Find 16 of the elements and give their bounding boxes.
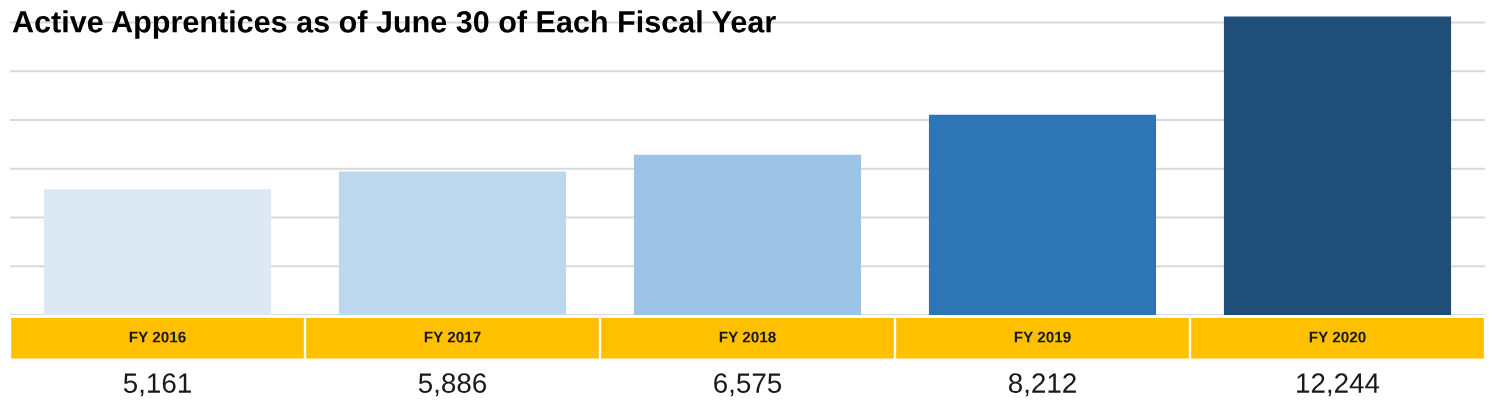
chart-title: Active Apprentices as of June 30 of Each Fiscal Year	[12, 10, 776, 39]
bar	[43, 189, 272, 315]
data-label: 6,575	[714, 373, 782, 397]
bar	[633, 154, 862, 315]
bar	[338, 171, 567, 315]
x-tick-label: FY 2018	[719, 331, 776, 343]
data-label: 5,161	[123, 373, 191, 397]
data-label: 12,244	[1297, 373, 1380, 397]
bar	[1223, 16, 1452, 315]
x-tick-label: FY 2016	[129, 331, 186, 343]
bar	[928, 114, 1157, 315]
data-label: 5,886	[418, 373, 487, 397]
data-label: 8,212	[1008, 373, 1076, 397]
x-tick-label: FY 2019	[1014, 331, 1071, 343]
x-tick-label: FY 2017	[424, 331, 481, 343]
x-tick-label: FY 2020	[1309, 331, 1366, 343]
